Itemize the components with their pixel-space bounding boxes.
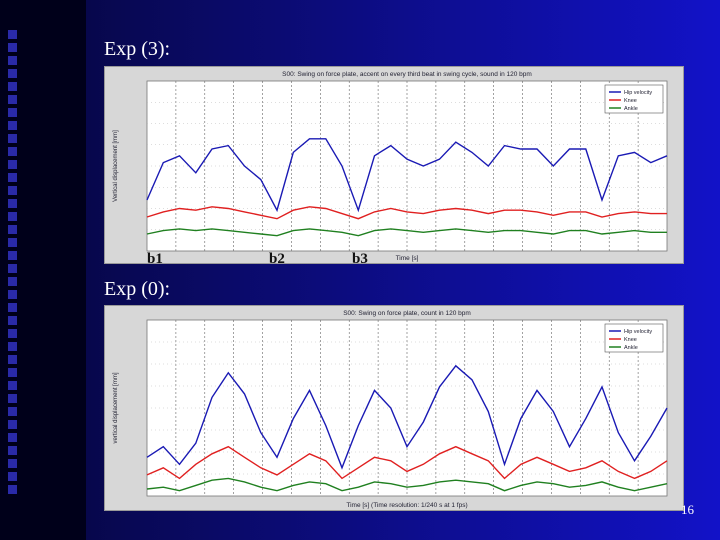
decorative-square: [8, 277, 17, 286]
series-line: [146, 477, 668, 492]
plot-exp-3: S00: Swing on force plate, accent on eve…: [104, 66, 684, 264]
legend-entry: Ankle: [624, 345, 638, 351]
y-axis-label: Vertical displacement [mm]: [113, 130, 119, 202]
decorative-square: [8, 251, 17, 260]
heading-exp-0: Exp (0):: [104, 278, 171, 300]
beat-label-b1: b1: [147, 251, 163, 267]
decorative-square-column: [4, 30, 22, 498]
decorative-square: [8, 316, 17, 325]
legend-entry: Hip velocity: [624, 329, 652, 335]
decorative-square: [8, 329, 17, 338]
series-line: [146, 228, 667, 237]
decorative-square: [8, 446, 17, 455]
series-line: [146, 206, 667, 220]
series-line: [146, 445, 668, 480]
legend-entry: Hip velocity: [624, 90, 652, 96]
decorative-square: [8, 342, 17, 351]
legend-entry: Knee: [624, 337, 637, 343]
decorative-square: [8, 303, 17, 312]
chart-title: S00: Swing on force plate, accent on eve…: [282, 71, 532, 78]
decorative-square: [8, 134, 17, 143]
series-line: [146, 364, 668, 470]
y-axis-label: vertical displacement [mm]: [113, 372, 119, 443]
series-line: [146, 138, 668, 213]
heading-exp-3: Exp (3):: [104, 38, 171, 60]
decorative-square: [8, 290, 17, 299]
legend-entry: Ankle: [624, 106, 638, 112]
decorative-square: [8, 485, 17, 494]
decorative-square: [8, 186, 17, 195]
decorative-square: [8, 472, 17, 481]
decorative-square: [8, 43, 17, 52]
decorative-square: [8, 30, 17, 39]
legend-entry: Knee: [624, 98, 637, 104]
decorative-square: [8, 69, 17, 78]
decorative-square: [8, 108, 17, 117]
decorative-square: [8, 459, 17, 468]
decorative-square: [8, 355, 17, 364]
beat-label-b3: b3: [352, 251, 368, 267]
decorative-square: [8, 82, 17, 91]
decorative-square: [8, 147, 17, 156]
decorative-square: [8, 368, 17, 377]
x-axis-label: Time [s] (Time resolution: 1/240 s at 1 …: [346, 502, 467, 509]
page-number: 16: [681, 502, 694, 517]
decorative-square: [8, 225, 17, 234]
decorative-square: [8, 173, 17, 182]
decorative-square: [8, 381, 17, 390]
decorative-square: [8, 95, 17, 104]
decorative-square: [8, 212, 17, 221]
decorative-square: [8, 433, 17, 442]
decorative-square: [8, 394, 17, 403]
x-axis-label: Time [s]: [396, 255, 419, 262]
decorative-square: [8, 420, 17, 429]
chart-exp-3: S00: Swing on force plate, accent on eve…: [113, 71, 668, 262]
decorative-square: [8, 121, 17, 130]
plot-exp-0: S00: Swing on force plate, count in 120 …: [104, 305, 684, 511]
chart-title: S00: Swing on force plate, count in 120 …: [343, 310, 471, 317]
chart-exp-0: S00: Swing on force plate, count in 120 …: [113, 310, 668, 509]
decorative-square: [8, 160, 17, 169]
decorative-square: [8, 56, 17, 65]
decorative-square: [8, 238, 17, 247]
decorative-square: [8, 264, 17, 273]
decorative-square: [8, 407, 17, 416]
decorative-square: [8, 199, 17, 208]
beat-label-b2: b2: [269, 251, 285, 267]
left-decorative-strip: [0, 0, 86, 540]
